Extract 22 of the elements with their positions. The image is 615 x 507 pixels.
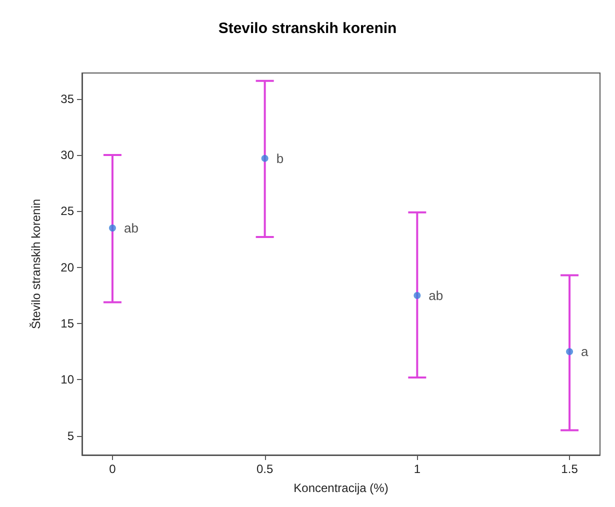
point (108, 224, 116, 232)
y-axis-title: Število stranskih korenin (29, 198, 43, 330)
x-tick-label: 1.5 (561, 462, 578, 476)
point (414, 292, 421, 299)
y-tick-label: 35 (60, 92, 74, 106)
data-label: ab (428, 288, 444, 303)
data-label: a (581, 344, 590, 360)
chart-title: Stevilo stranskih korenin (218, 20, 397, 37)
x-tick-label: 0.5 (256, 462, 274, 476)
y-tick-label: 10 (60, 372, 74, 387)
y-tick-label: 15 (60, 316, 74, 331)
point (261, 154, 268, 162)
x-axis-title: Koncentracija (%) (294, 481, 388, 495)
y-tick-label: 30 (60, 148, 74, 162)
x-tick-label: 1 (414, 462, 421, 476)
y-tick-label: 5 (67, 428, 74, 443)
x-tick-label: 0 (109, 462, 116, 476)
data-label: ab (124, 220, 138, 236)
y-tick-label: 25 (60, 204, 74, 218)
y-tick-label: 20 (60, 260, 74, 274)
data-label: b (276, 150, 284, 166)
point (566, 348, 574, 356)
